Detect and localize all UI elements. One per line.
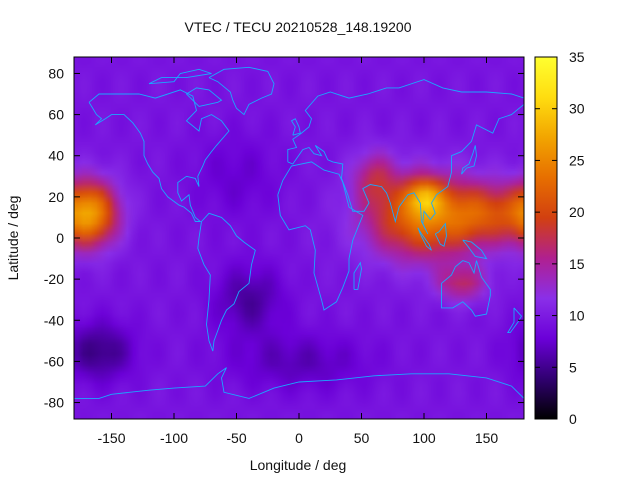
coastline-japan [461, 145, 477, 175]
x-tick-label: 150 [475, 430, 499, 446]
coastline-arctic-islands [148, 68, 212, 85]
colorbar-tick-label: 0 [569, 411, 577, 427]
y-tick-label: -20 [44, 271, 64, 287]
x-tick-label: -150 [97, 430, 125, 446]
colorbar-ticks: 0 5 10 15 20 25 30 35 [535, 49, 585, 427]
y-tick-label: -80 [44, 395, 64, 411]
x-tick-label: 50 [354, 430, 370, 446]
coastline-eurasia [287, 79, 525, 235]
colorbar-tick-label: 10 [569, 308, 585, 324]
y-tick-label: 40 [48, 148, 64, 164]
y-axis-label: Latitude / deg [5, 196, 21, 281]
tec-heatmap-image [74, 57, 524, 419]
colorbar-tick-label: 20 [569, 204, 585, 220]
coastline-baffin [185, 87, 223, 107]
coastline-australia [441, 260, 491, 317]
colorbar-tick-label: 35 [569, 49, 585, 65]
y-tick-label: 20 [48, 189, 64, 205]
colorbar-tick-label: 25 [569, 152, 585, 168]
x-tick-label: -100 [160, 430, 188, 446]
y-tick-label: -60 [44, 353, 64, 369]
y-tick-label: 80 [48, 65, 64, 81]
x-tick-label: 100 [412, 430, 436, 446]
x-axis-label: Longitude / deg [250, 457, 347, 473]
coastline-greenland [208, 66, 275, 116]
x-tick-label: 0 [295, 430, 303, 446]
y-tick-label: 0 [56, 230, 64, 246]
y-axis: -80 -60 -40 -20 0 20 40 60 80 [44, 65, 524, 411]
coastline-south-america [197, 212, 256, 352]
chart-title: VTEC / TECU 20210528_148.19200 [184, 19, 411, 35]
coastline-madagascar [353, 261, 362, 290]
colorbar-gradient [534, 56, 558, 420]
coastline-new-guinea [462, 239, 488, 260]
y-tick-label: -40 [44, 312, 64, 328]
coastline-africa [277, 161, 364, 311]
coastline-sumatra [417, 227, 432, 251]
colorbar-tick-label: 5 [569, 359, 577, 375]
coastline-antarctica [74, 367, 525, 399]
coastline-layer [74, 66, 525, 399]
colorbar: 0 5 10 15 20 25 30 35 [534, 49, 585, 427]
coastline-new-zealand [507, 307, 523, 334]
coastline-uk [290, 118, 301, 136]
coastline-north-america [88, 89, 230, 222]
x-axis: -150 -100 -50 0 50 100 150 [97, 57, 498, 446]
x-tick-label: -50 [226, 430, 246, 446]
map-area [73, 56, 525, 420]
y-tick-label: 60 [48, 107, 64, 123]
colorbar-tick-label: 15 [569, 256, 585, 272]
coastline-borneo [434, 222, 447, 247]
colorbar-tick-label: 30 [569, 101, 585, 117]
